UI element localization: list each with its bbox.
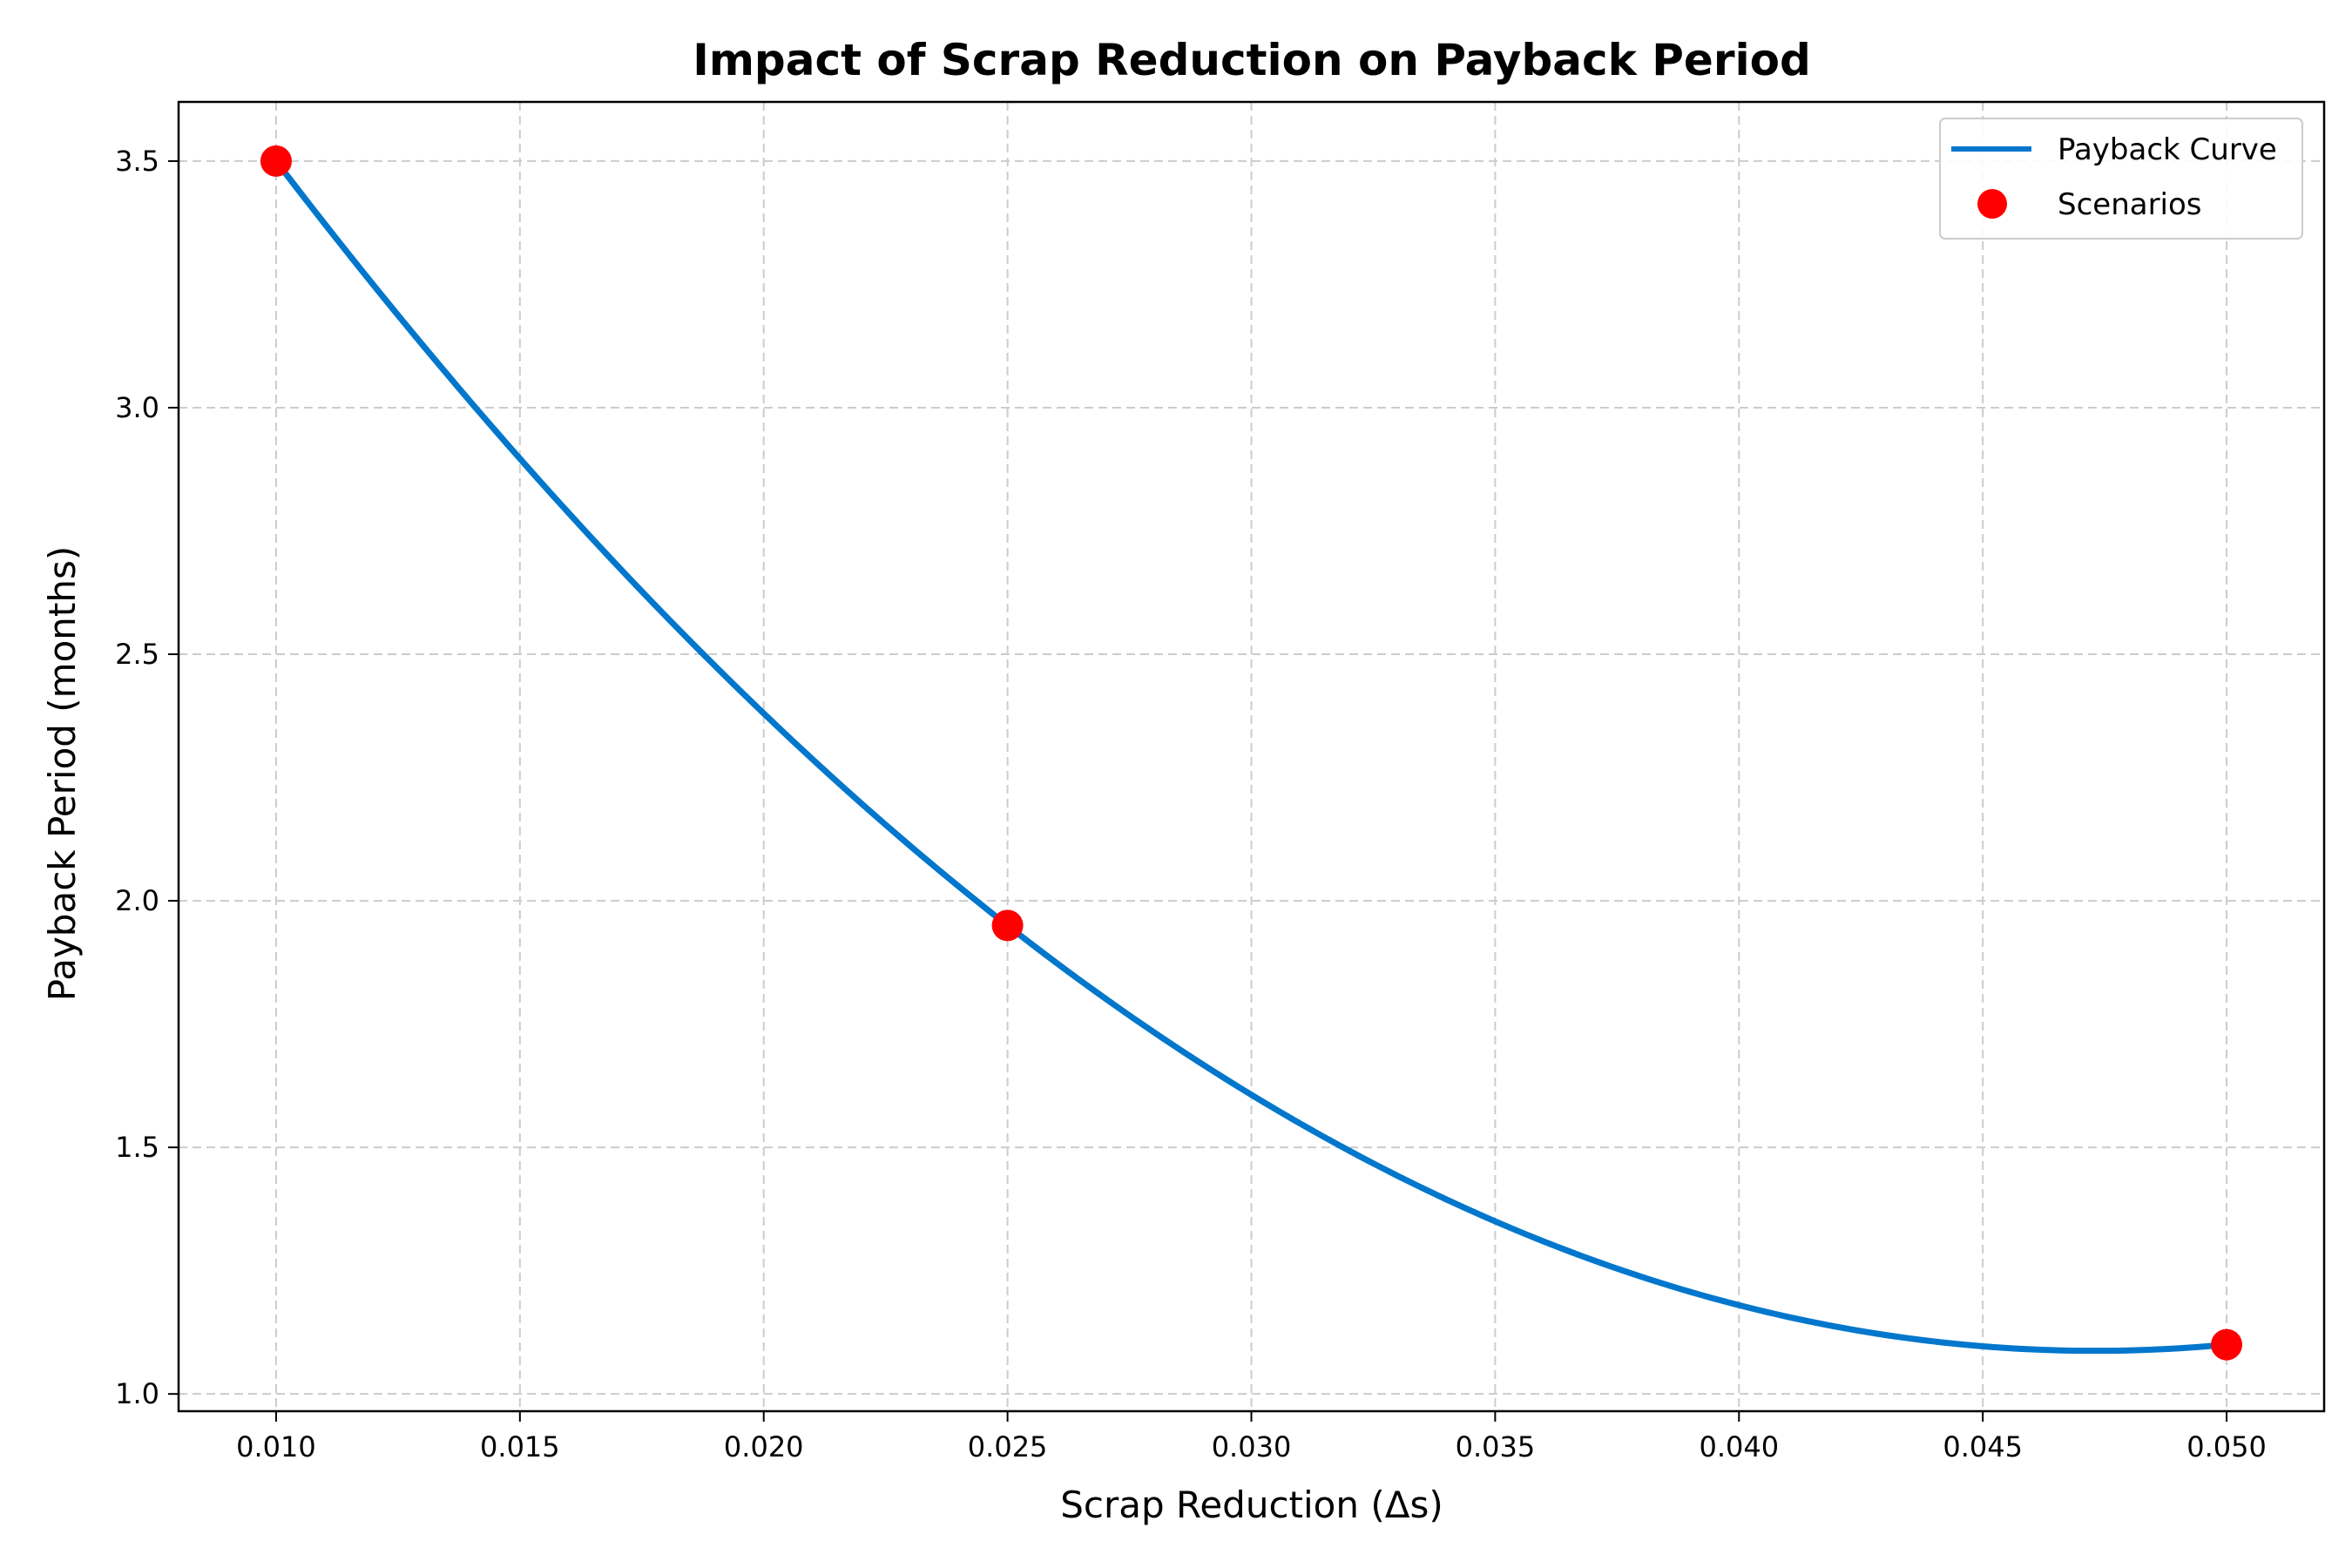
legend: Payback Curve Scenarios — [1939, 118, 2303, 240]
x-tick-label: 0.040 — [1699, 1430, 1779, 1463]
chart-title: Impact of Scrap Reduction on Payback Per… — [693, 35, 1811, 85]
y-tick-label: 1.5 — [115, 1131, 159, 1164]
x-tick-label: 0.045 — [1943, 1430, 2023, 1463]
scenario-point — [260, 145, 292, 177]
x-tick-label: 0.050 — [2186, 1430, 2267, 1463]
legend-marker-swatch — [1977, 189, 2007, 219]
x-tick-label: 0.010 — [236, 1430, 316, 1463]
legend-label-payback-curve: Payback Curve — [2058, 132, 2277, 167]
tick-layer: 0.010 0.015 0.020 0.025 0.030 0.035 0.040 0.045… — [115, 145, 2267, 1463]
y-tick-label: 2.0 — [115, 884, 159, 917]
x-tick-label: 0.030 — [1212, 1430, 1292, 1463]
legend-label-scenarios: Scenarios — [2058, 187, 2202, 222]
scenario-point — [991, 909, 1024, 942]
y-tick-label: 3.0 — [115, 391, 159, 424]
y-tick-label: 3.5 — [115, 145, 159, 178]
x-axis-label: Scrap Reduction (Δs) — [1060, 1484, 1443, 1526]
y-tick-label: 1.0 — [115, 1377, 159, 1410]
x-tick-label: 0.035 — [1456, 1430, 1536, 1463]
payback-curve-line — [273, 158, 2230, 1355]
y-axis-label: Payback Period (months) — [41, 546, 84, 1001]
x-tick-label: 0.020 — [724, 1430, 804, 1463]
y-tick-label: 2.5 — [115, 638, 159, 671]
series-layer — [260, 145, 2243, 1361]
scenario-point — [2211, 1328, 2243, 1361]
x-tick-label: 0.015 — [480, 1430, 560, 1463]
x-tick-label: 0.025 — [968, 1430, 1048, 1463]
